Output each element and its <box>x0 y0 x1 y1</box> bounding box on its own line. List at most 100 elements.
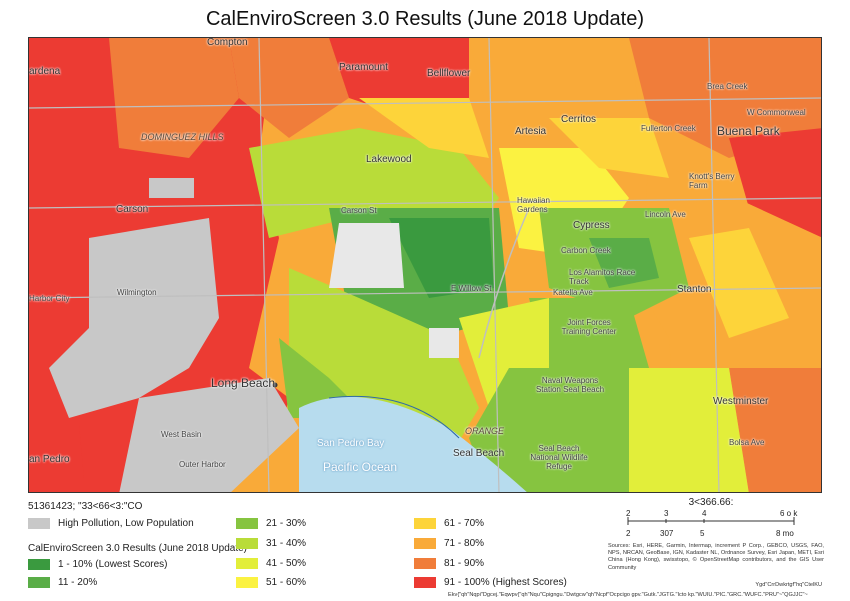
footer-credit-1: Ygd"CrrDwkrtgf"hq"CtelKU <box>755 582 822 588</box>
road-h2 <box>29 197 821 209</box>
scale-top-tick-3: 6 o k <box>780 509 798 518</box>
tract-lakewood-north <box>359 98 489 158</box>
label-west-basin: West Basin <box>161 430 202 439</box>
scale-bottom-tick-1: 307 <box>660 529 674 538</box>
label-bellflower: Bellflower <box>427 68 471 79</box>
map-canvas[interactable]: Compton ardena Paramount Bellflower DOMI… <box>28 37 822 493</box>
scale-bar: 3<366.66: 2 3 4 6 o k 2 307 5 8 mo <box>600 497 822 547</box>
scale-bottom-tick-3: 8 mo <box>776 529 794 538</box>
label-bolsa: Bolsa Ave <box>729 438 765 447</box>
tract-westminster <box>629 368 749 492</box>
choropleth-map[interactable] <box>29 38 822 493</box>
label-san-pedro: an Pedro <box>29 454 70 465</box>
legend-label-8: 81 - 90% <box>444 558 485 569</box>
tract-bolsa <box>729 368 821 492</box>
road-v3 <box>708 38 720 492</box>
grey-small <box>429 328 459 358</box>
label-san-pedro-bay: San Pedro Bay <box>317 438 385 449</box>
label-wilmington: Wilmington <box>117 288 157 297</box>
scale-graphic <box>627 517 795 525</box>
legend-swatch-3 <box>236 538 258 549</box>
tract-joint-forces <box>529 298 649 378</box>
scale-top-tick-2: 4 <box>702 509 707 518</box>
legend-grey-label: High Pollution, Low Population <box>58 518 194 529</box>
legend-swatch-6 <box>414 518 436 529</box>
legend-swatch-1 <box>28 577 50 588</box>
label-carbon-creek: Carbon Creek <box>561 246 611 255</box>
tract-lowest <box>389 218 494 298</box>
tract-cerritos <box>549 118 669 178</box>
legend-label-5: 51 - 60% <box>266 577 307 588</box>
tract-buena-park <box>629 38 821 158</box>
scale-top-tick-0: 2 <box>626 509 631 518</box>
label-westminster: Westminster <box>713 396 769 407</box>
long-beach-marker <box>272 382 278 388</box>
label-long-beach: Long Beach <box>211 376 276 390</box>
label-compton: Compton <box>207 37 248 48</box>
label-stanton: Stanton <box>677 284 712 295</box>
legend-label-6: 61 - 70% <box>444 518 485 529</box>
legend-code: 51361423; "33<66<3:"CO <box>28 501 143 512</box>
river <box>478 207 530 359</box>
label-w-commonwealth: W Commonweal <box>747 108 806 117</box>
legend-label-7: 71 - 80% <box>444 538 485 549</box>
label-e-willow-st: E Willow St <box>451 284 492 293</box>
legend-label-4: 41 - 50% <box>266 558 307 569</box>
legend: 51361423; "33<66<3:"CO High Pollution, L… <box>28 501 588 601</box>
label-knotts: Knott's Berry Farm <box>689 172 735 190</box>
tract-los-alamitos <box>589 238 659 288</box>
label-lincoln-ave: Lincoln Ave <box>645 210 686 219</box>
tract-long-beach-east <box>289 268 479 458</box>
legend-label-3: 31 - 40% <box>266 538 307 549</box>
san-pedro-bay <box>299 396 527 492</box>
label-harbor-city: Harbor City <box>29 294 70 303</box>
legend-label-1: 11 - 20% <box>58 577 98 588</box>
label-los-alamitos: Los Alamitos Race Track <box>569 268 636 286</box>
label-fullerton-creek: Fullerton Creek <box>641 124 696 133</box>
road-h1 <box>29 97 821 109</box>
label-pacific-ocean: Pacific Ocean <box>323 460 398 474</box>
shoreline <box>328 395 460 439</box>
label-naval-weapons: Naval Weapons Station Seal Beach <box>535 376 605 394</box>
tract-compton <box>109 38 239 158</box>
tract-knotts <box>729 128 821 238</box>
airport-grey <box>329 223 404 288</box>
label-hawaiian-gardens: Hawaiian Gardens <box>517 196 550 214</box>
road-v2 <box>488 38 500 492</box>
legend-swatch-9 <box>414 577 436 588</box>
label-orange: ORANGE <box>465 426 505 436</box>
tract-naval <box>469 368 629 492</box>
label-dominguez-hills: DOMINGUEZ HILLS <box>141 132 224 142</box>
legend-label-2: 21 - 30% <box>266 518 307 529</box>
scale-bottom-tick-2: 5 <box>700 529 705 538</box>
sources-credit: Sources: Esri, HERE, Garmin, Intermap, i… <box>608 543 824 571</box>
legend-swatch-8 <box>414 558 436 569</box>
legend-subtitle: CalEnviroScreen 3.0 Results (June 2018 U… <box>28 543 248 554</box>
legend-swatch-4 <box>236 558 258 569</box>
scale-bottom-tick-0: 2 <box>626 529 631 538</box>
legend-swatch-2 <box>236 518 258 529</box>
legend-swatch-5 <box>236 577 258 588</box>
label-carson-st: Carson St <box>341 206 377 215</box>
label-joint-forces: Joint Forces Training Center <box>561 318 617 336</box>
legend-label-9: 91 - 100% (Highest Scores) <box>444 577 567 588</box>
map-title: CalEnviroScreen 3.0 Results (June 2018 U… <box>205 8 645 30</box>
label-buena-park: Buena Park <box>717 124 780 138</box>
label-artesia: Artesia <box>515 126 547 137</box>
road-h3 <box>29 287 821 299</box>
label-outer-harbor: Outer Harbor <box>179 460 226 469</box>
legend-grey-swatch <box>28 518 50 529</box>
scale-top-tick-1: 3 <box>664 509 669 518</box>
tract-seal-beach-north <box>459 298 549 408</box>
label-seal-beach: Seal Beach <box>453 448 505 459</box>
label-cypress: Cypress <box>573 220 610 231</box>
tract-port-grey <box>49 218 219 418</box>
label-seal-beach-refuge: Seal Beach National Wildlife Refuge <box>530 444 588 471</box>
label-katella: Katella Ave <box>553 288 593 297</box>
legend-swatch-7 <box>414 538 436 549</box>
label-paramount: Paramount <box>339 62 388 73</box>
label-lakewood: Lakewood <box>366 154 412 165</box>
label-carson: Carson <box>116 204 149 215</box>
road-v1 <box>258 38 270 492</box>
legend-swatch-0 <box>28 559 50 570</box>
